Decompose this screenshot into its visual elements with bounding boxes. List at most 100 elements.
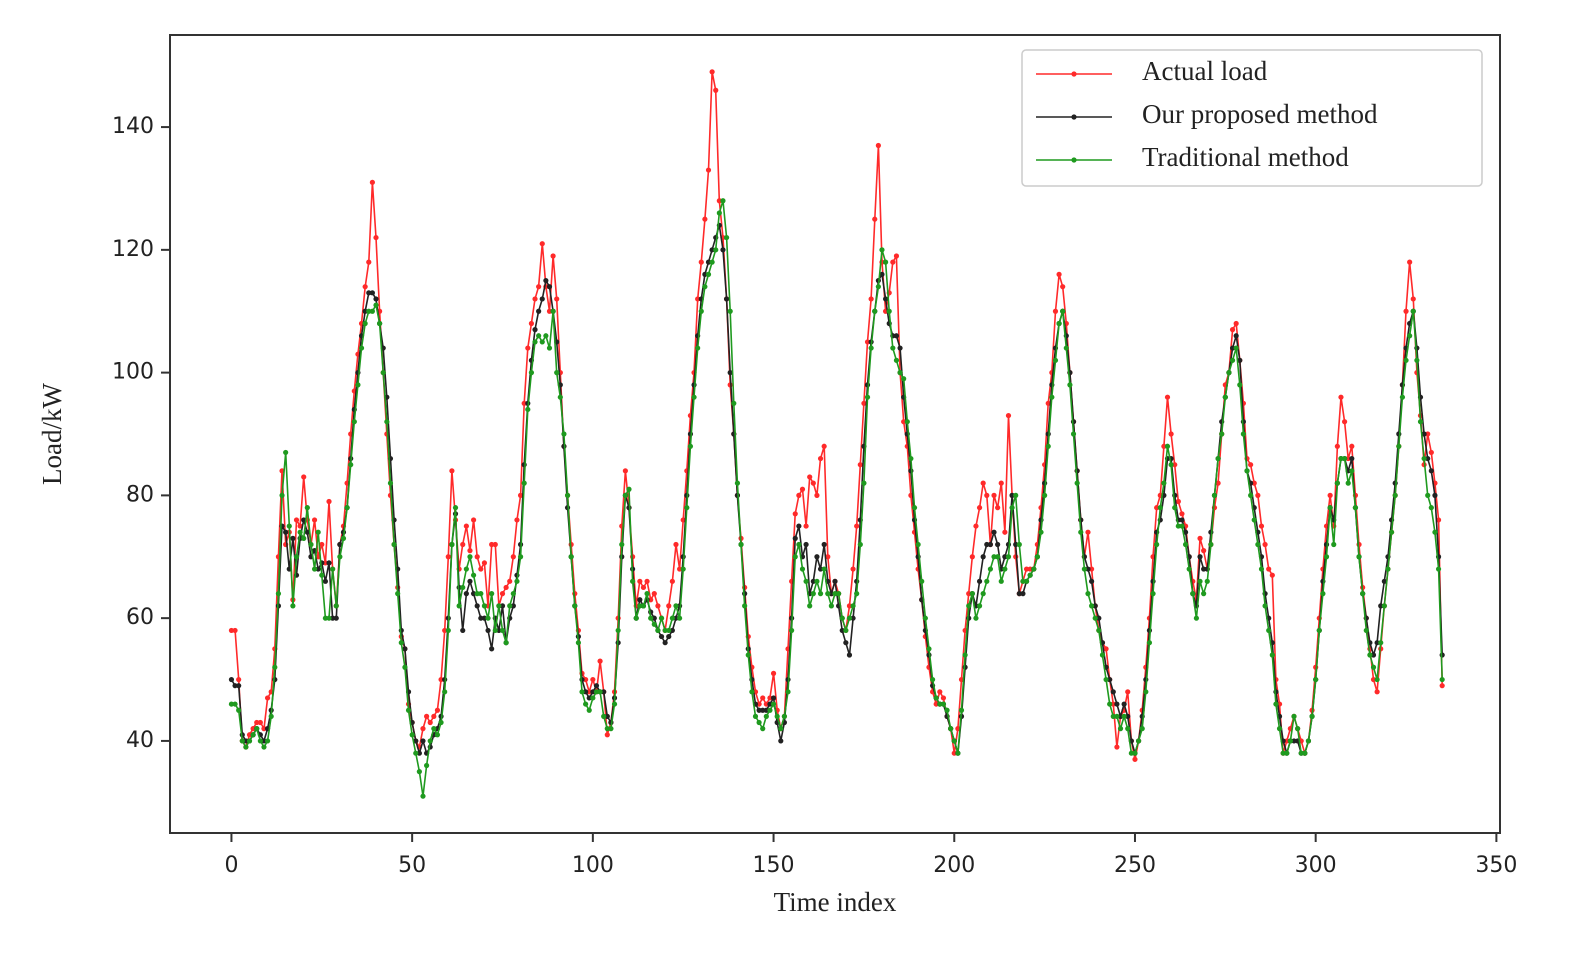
point bbox=[525, 345, 531, 351]
point bbox=[460, 541, 466, 548]
point bbox=[420, 738, 426, 744]
point bbox=[1009, 492, 1015, 498]
point bbox=[817, 591, 824, 597]
point bbox=[1016, 541, 1022, 548]
point bbox=[1226, 370, 1232, 376]
point bbox=[1060, 284, 1066, 290]
point bbox=[723, 296, 730, 302]
point bbox=[695, 296, 701, 302]
point bbox=[532, 296, 538, 302]
point bbox=[1403, 357, 1409, 363]
point bbox=[543, 333, 549, 339]
point bbox=[998, 480, 1004, 486]
point bbox=[586, 695, 592, 701]
point bbox=[1013, 541, 1019, 548]
x-tick-label: 350 bbox=[1475, 853, 1517, 878]
point bbox=[893, 357, 900, 363]
point bbox=[1363, 627, 1369, 634]
point bbox=[709, 247, 715, 253]
point bbox=[1425, 431, 1431, 437]
point bbox=[431, 713, 437, 719]
point bbox=[293, 554, 300, 560]
point bbox=[864, 339, 871, 345]
point bbox=[438, 676, 444, 683]
point bbox=[673, 541, 679, 548]
point bbox=[427, 738, 433, 744]
point bbox=[897, 345, 903, 351]
point bbox=[868, 345, 874, 351]
point bbox=[817, 455, 824, 462]
point bbox=[814, 578, 820, 584]
point bbox=[1175, 523, 1181, 529]
point bbox=[593, 683, 600, 689]
point bbox=[937, 689, 943, 695]
point bbox=[821, 566, 827, 572]
point bbox=[236, 707, 242, 713]
point bbox=[944, 707, 950, 713]
point bbox=[250, 732, 256, 738]
point bbox=[1125, 726, 1131, 732]
point bbox=[1316, 627, 1322, 634]
point bbox=[330, 615, 336, 621]
point bbox=[1421, 455, 1427, 462]
point bbox=[1276, 726, 1283, 732]
point bbox=[557, 394, 563, 400]
point bbox=[311, 566, 318, 572]
point bbox=[554, 296, 560, 302]
point bbox=[792, 535, 798, 541]
point bbox=[698, 259, 704, 265]
point bbox=[1103, 676, 1109, 683]
point bbox=[297, 523, 303, 529]
point bbox=[1370, 652, 1377, 658]
point bbox=[485, 615, 491, 621]
point bbox=[966, 603, 972, 609]
point bbox=[254, 726, 260, 732]
point bbox=[358, 345, 365, 351]
point bbox=[1370, 676, 1377, 683]
point bbox=[662, 627, 668, 634]
point bbox=[785, 689, 791, 695]
point bbox=[283, 449, 289, 456]
point bbox=[760, 707, 766, 713]
point bbox=[362, 320, 368, 327]
point bbox=[1331, 541, 1337, 548]
point bbox=[966, 591, 972, 597]
point bbox=[666, 633, 672, 640]
point bbox=[228, 627, 235, 634]
point bbox=[857, 462, 863, 468]
point bbox=[637, 597, 643, 603]
x-tick-label: 100 bbox=[572, 853, 614, 878]
point bbox=[1161, 480, 1167, 486]
point bbox=[669, 578, 675, 584]
point bbox=[995, 554, 1001, 560]
point bbox=[742, 603, 748, 609]
point bbox=[713, 87, 719, 93]
point bbox=[228, 676, 235, 683]
point bbox=[590, 695, 596, 701]
point bbox=[481, 603, 488, 609]
point bbox=[615, 627, 621, 634]
point bbox=[1002, 529, 1008, 535]
point bbox=[337, 541, 343, 548]
point bbox=[1157, 505, 1163, 511]
point bbox=[1139, 726, 1145, 732]
point bbox=[1117, 726, 1124, 732]
point bbox=[929, 676, 936, 683]
point bbox=[539, 339, 545, 345]
point bbox=[1161, 443, 1167, 449]
point bbox=[673, 603, 679, 609]
point bbox=[499, 627, 506, 634]
point bbox=[1349, 455, 1355, 462]
point bbox=[655, 627, 661, 634]
point bbox=[1248, 492, 1254, 498]
point bbox=[1255, 541, 1261, 548]
point bbox=[366, 259, 372, 265]
point bbox=[850, 566, 856, 572]
y-tick-label: 80 bbox=[126, 482, 154, 507]
point bbox=[980, 480, 986, 486]
point bbox=[709, 259, 715, 265]
point bbox=[362, 284, 368, 290]
point bbox=[1114, 744, 1120, 750]
point bbox=[427, 719, 433, 726]
point bbox=[348, 462, 354, 468]
